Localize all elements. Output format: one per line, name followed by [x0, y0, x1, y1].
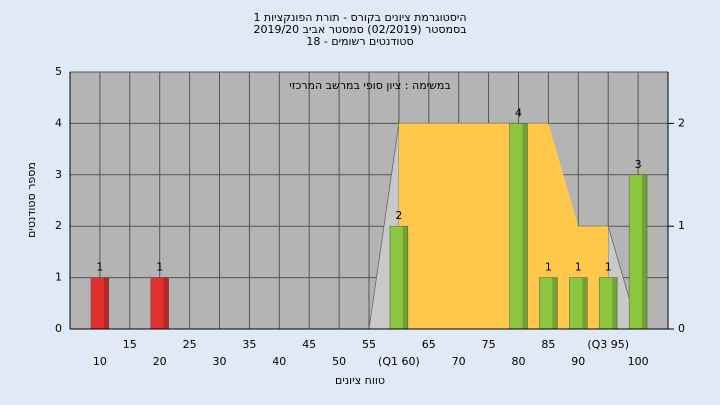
x-tick-label: 75 [482, 338, 496, 351]
data-label: 4 [515, 106, 522, 119]
y-axis-label: מספר סטודנטים [25, 162, 38, 238]
data-label: 1 [575, 261, 582, 274]
x-tick-label: 40 [272, 355, 286, 368]
x-tick-label: 20 [153, 355, 167, 368]
x-tick-label: 25 [183, 338, 197, 351]
x-tick-label: 45 [302, 338, 316, 351]
x-tick-label: 55 [362, 338, 376, 351]
data-label: 1 [605, 261, 612, 274]
x-tick-label: 70 [452, 355, 466, 368]
x-tick-label: 100 [628, 355, 649, 368]
chart-title: בסמסטר (02/2019) סמסטר אביב 2019/20 [253, 23, 466, 36]
x-tick-label: 80 [512, 355, 526, 368]
y-tick-label: 2 [55, 219, 62, 232]
data-label: 2 [395, 209, 402, 222]
x-tick-label: (Q3 95) [587, 338, 629, 351]
y2-tick-label: 1 [678, 219, 685, 232]
x-tick-label: (Q1 60) [378, 355, 420, 368]
x-axis-label: טווח ציונים [335, 374, 385, 387]
data-label: 1 [545, 261, 552, 274]
chart-title: היסטוגרמת ציונים בקורס - תורת הפונקציות … [253, 11, 466, 24]
bar-shade [642, 174, 648, 329]
y2-tick-label: 2 [678, 116, 685, 129]
y-tick-label: 0 [55, 322, 62, 335]
data-label: 1 [96, 261, 103, 274]
data-label: 1 [156, 261, 163, 274]
y-tick-label: 3 [55, 168, 62, 181]
bar-shade [552, 277, 558, 329]
x-tick-label: 90 [571, 355, 585, 368]
chart-title: סטודנטים רשומים - 18 [306, 35, 413, 48]
y-tick-label: 4 [55, 116, 62, 129]
y2-tick-label: 0 [678, 322, 685, 335]
data-label: 3 [635, 158, 642, 171]
x-tick-label: 35 [242, 338, 256, 351]
x-tick-label: 30 [213, 355, 227, 368]
bar-shade [402, 226, 408, 329]
x-tick-label: 65 [422, 338, 436, 351]
bar-shade [103, 277, 109, 329]
x-tick-label: 85 [541, 338, 555, 351]
x-tick-label: 10 [93, 355, 107, 368]
annotation: במשימה : ציון סופי במרשב המרכזי [289, 79, 451, 92]
x-tick-label: 50 [332, 355, 346, 368]
bar-shade [163, 277, 169, 329]
bar-shade [522, 123, 528, 330]
x-tick-label: 15 [123, 338, 137, 351]
y-tick-label: 5 [55, 65, 62, 78]
y-tick-label: 1 [55, 271, 62, 284]
bar-shade [582, 277, 588, 329]
bar-shade [612, 277, 618, 329]
